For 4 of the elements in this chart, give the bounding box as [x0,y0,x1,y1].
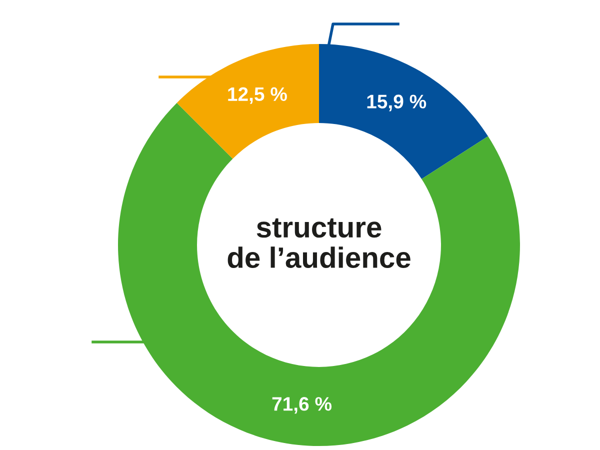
data-label: 71,6 % [272,397,332,414]
text: structure de l’audience [228,218,410,268]
data-label: 15,9 % [367,94,426,112]
data-label: 12,5 % [228,87,287,104]
